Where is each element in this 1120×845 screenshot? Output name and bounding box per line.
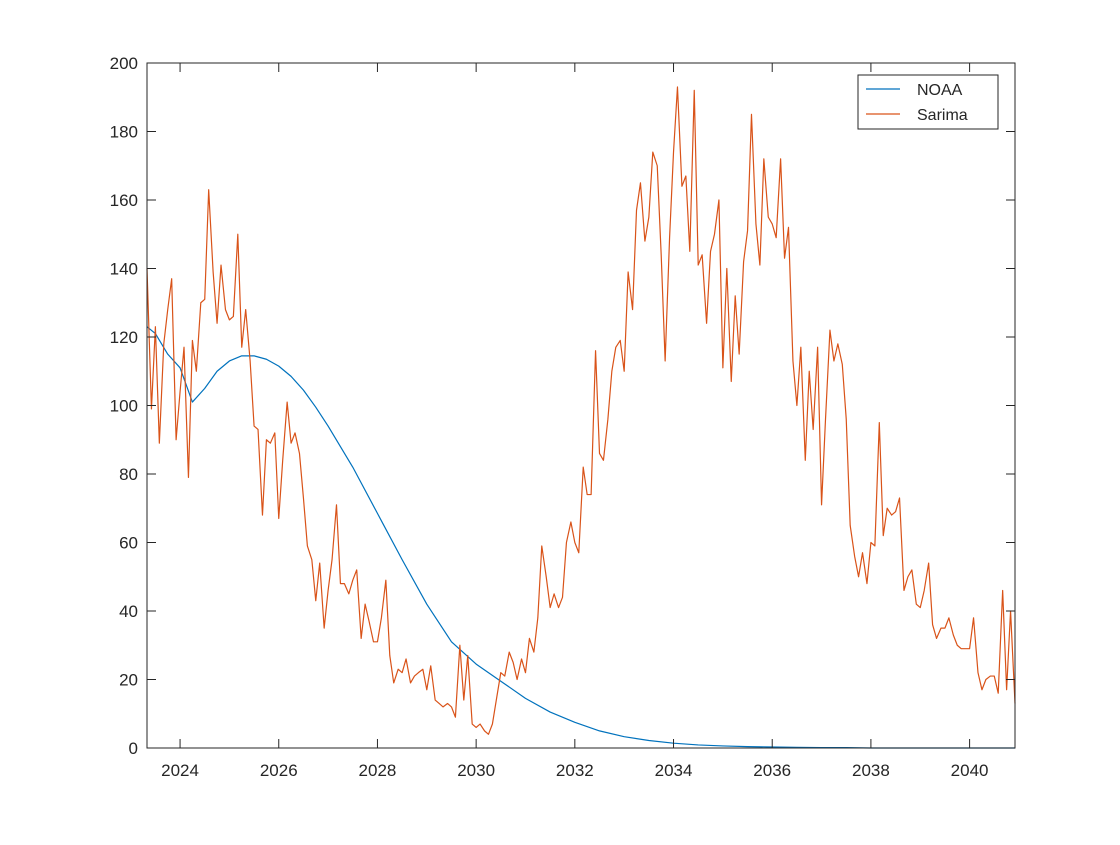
y-tick-label: 140 xyxy=(110,260,138,279)
y-tick-label: 180 xyxy=(110,123,138,142)
x-tick-label: 2030 xyxy=(457,761,495,780)
y-tick-label: 20 xyxy=(119,671,138,690)
x-tick-label: 2034 xyxy=(655,761,693,780)
x-tick-label: 2036 xyxy=(753,761,791,780)
series-line-sarima xyxy=(146,86,1016,735)
y-tick-label: 40 xyxy=(119,602,138,621)
y-tick-label: 160 xyxy=(110,191,138,210)
legend-label-sarima: Sarima xyxy=(917,107,968,124)
legend-label-noaa: NOAA xyxy=(917,82,963,99)
y-tick-label: 60 xyxy=(119,534,138,553)
legend: NOAA Sarima xyxy=(857,74,999,130)
x-tick-label: 2026 xyxy=(260,761,298,780)
x-tick-label: 2038 xyxy=(852,761,890,780)
x-tick-label: 2032 xyxy=(556,761,594,780)
series-line-noaa xyxy=(146,326,1015,749)
x-axis: 2024 2026 2028 2030 2032 2034 2036 2038 2040 xyxy=(161,63,989,780)
y-tick-label: 120 xyxy=(110,328,138,347)
x-tick-label: 2040 xyxy=(951,761,989,780)
plot-area xyxy=(147,63,1015,748)
x-tick-label: 2024 xyxy=(161,761,199,780)
legend-box xyxy=(857,74,999,130)
y-tick-label: 200 xyxy=(110,54,138,73)
series-layer xyxy=(146,86,1016,749)
y-tick-label: 0 xyxy=(129,739,138,758)
x-tick-label: 2028 xyxy=(359,761,397,780)
y-tick-label: 100 xyxy=(110,397,138,416)
y-axis: 0 20 40 60 80 100 120 140 160 180 200 xyxy=(110,54,1015,758)
y-tick-label: 80 xyxy=(119,465,138,484)
